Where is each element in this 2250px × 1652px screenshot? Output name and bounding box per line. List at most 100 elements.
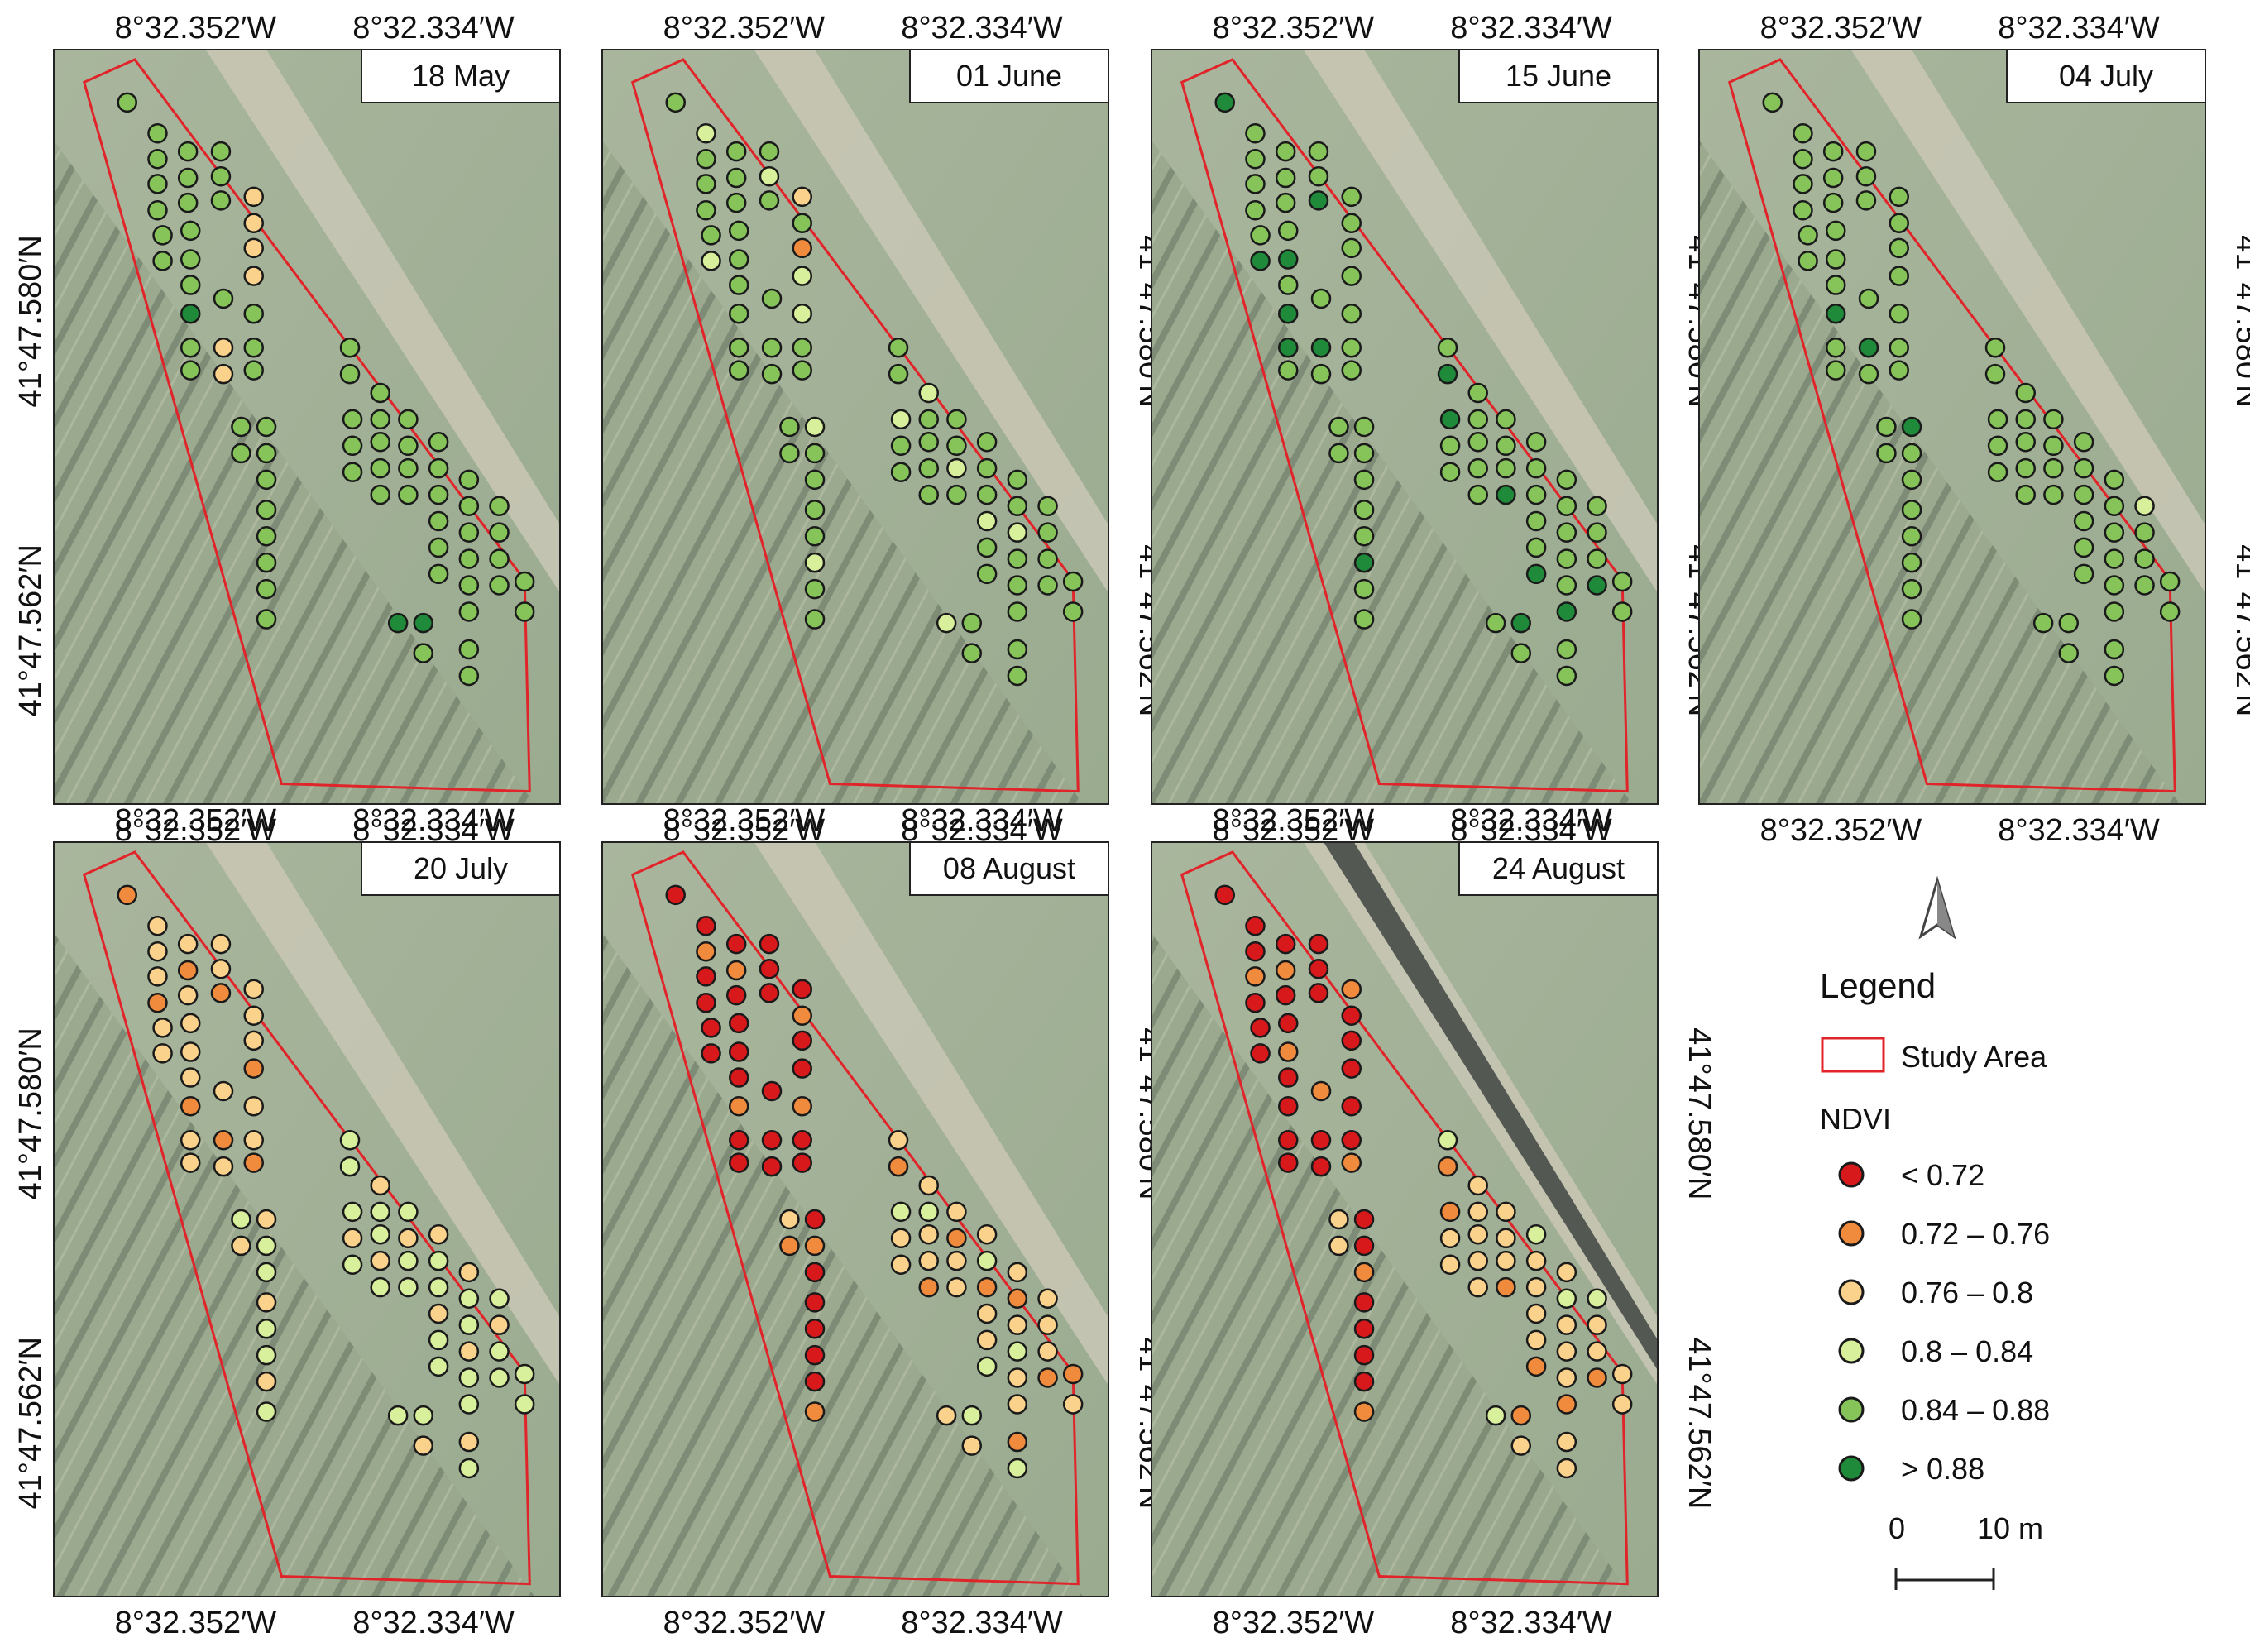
tree-ndvi-point [1007,601,1028,622]
tree-ndvi-point [458,469,480,491]
tree-ndvi-point [1277,220,1299,242]
study-area-outline [630,58,1080,793]
tree-ndvi-point [804,1292,826,1313]
tree-ndvi-point [1341,1058,1362,1079]
tree-ndvi-point [665,92,686,113]
tree-ndvi-point [1439,1228,1461,1249]
tree-ndvi-point [888,1129,909,1151]
tree-ndvi-point [2104,522,2125,543]
tree-ndvi-point [180,1041,201,1062]
tree-ndvi-point [1277,303,1299,324]
tree-ndvi-point [1901,469,1922,491]
tree-ndvi-point [1793,122,1813,144]
tree-ndvi-point [180,220,201,242]
tree-ndvi-point [961,643,983,663]
tree-ndvi-point [665,884,686,906]
tree-ndvi-point [2015,457,2036,479]
tree-ndvi-point [413,1405,434,1426]
tree-ndvi-point [725,933,747,955]
tree-ndvi-point [1496,435,1516,457]
panel-date-label: 15 June [1506,59,1611,93]
tree-ndvi-point [961,1405,983,1426]
tree-ndvi-point [2015,382,2036,404]
tree-ndvi-point [458,665,480,687]
tree-ndvi-point [2073,563,2094,585]
tree-ndvi-point [213,337,234,358]
tree-ndvi-point [370,1223,390,1245]
tree-ndvi-point [1007,1262,1028,1283]
lon-label-bottom-left: 8°32.352′W [663,1606,826,1640]
tree-ndvi-point [1037,1341,1058,1362]
tree-ndvi-point [696,993,716,1013]
tree-ndvi-point [370,1175,390,1196]
tree-ndvi-point [243,1030,264,1051]
tree-ndvi-point [936,1405,957,1426]
tree-ndvi-point [961,612,983,634]
tree-ndvi-point [1901,500,1922,520]
tree-ndvi-point [1987,435,2008,457]
tree-ndvi-point [370,1250,390,1271]
lon-label-top-right: 8°32.334′W [1450,11,1612,45]
tree-ndvi-point [243,337,264,358]
tree-ndvi-point [1556,469,1577,491]
tree-ndvi-point [231,443,251,464]
tree-ndvi-point [177,167,199,189]
tree-ndvi-point [428,1223,449,1245]
tree-ndvi-point [728,249,749,270]
tree-ndvi-point [804,1371,826,1392]
tree-ndvi-point [1308,983,1329,1003]
tree-ndvi-point [976,1303,998,1324]
tree-ndvi-point [1037,1367,1058,1388]
tree-ndvi-point [117,884,137,906]
tree-ndvi-point [1876,443,1897,464]
tree-ndvi-point [696,200,716,221]
tree-ndvi-point [398,484,419,505]
tree-ndvi-point [1611,571,1633,592]
tree-ndvi-point [370,1201,390,1223]
tree-ndvi-point [1467,1276,1488,1298]
tree-ndvi-point [1277,275,1299,295]
tree-ndvi-point [243,237,264,259]
tree-ndvi-point [804,1235,826,1257]
legend-class-swatch [1838,1455,1865,1482]
tree-ndvi-point [147,915,168,936]
tree-ndvi-point [696,174,716,194]
tree-ndvi-point [976,563,998,585]
tree-ndvi-point [696,966,716,987]
tree-ndvi-point [1007,1458,1028,1479]
lon-label-top-right: 8°32.334′W [1450,803,1612,838]
tree-ndvi-point [428,431,449,453]
tree-ndvi-point [1901,443,1922,464]
lat-label-upper: 41°47.580′N [13,1027,48,1199]
tree-ndvi-point [1245,915,1266,936]
tree-ndvi-point [2104,496,2125,517]
tree-ndvi-point [946,457,967,479]
study-area-outline [1180,58,1629,793]
tree-ndvi-point [458,496,480,517]
tree-ndvi-point [180,1067,201,1088]
tree-ndvi-point [2073,510,2094,532]
tree-ndvi-point [1611,601,1633,622]
study-area-outline [1727,58,2176,793]
tree-ndvi-point [1556,496,1577,517]
tree-ndvi-point [725,984,747,1006]
legend-class-label: 0.8 – 0.84 [1901,1334,2033,1368]
tree-ndvi-point [1341,360,1362,381]
panel-date-label: 08 August [943,851,1075,885]
tree-ndvi-point [701,251,721,271]
tree-ndvi-point [1467,1201,1488,1223]
tree-ndvi-point [1245,941,1266,962]
tree-ndvi-point [804,609,826,630]
tree-ndvi-point [370,1276,390,1298]
tree-ndvi-point [1007,1431,1028,1453]
tree-ndvi-point [243,1152,264,1173]
tree-ndvi-point [147,941,168,962]
tree-ndvi-point [976,537,998,558]
tree-ndvi-point [2058,612,2080,634]
tree-ndvi-point [976,510,998,532]
tree-ndvi-point [1587,496,1607,517]
lon-label-top-right: 8°32.334′W [901,11,1063,45]
tree-ndvi-point [2159,571,2181,592]
tree-ndvi-point [1439,462,1461,482]
